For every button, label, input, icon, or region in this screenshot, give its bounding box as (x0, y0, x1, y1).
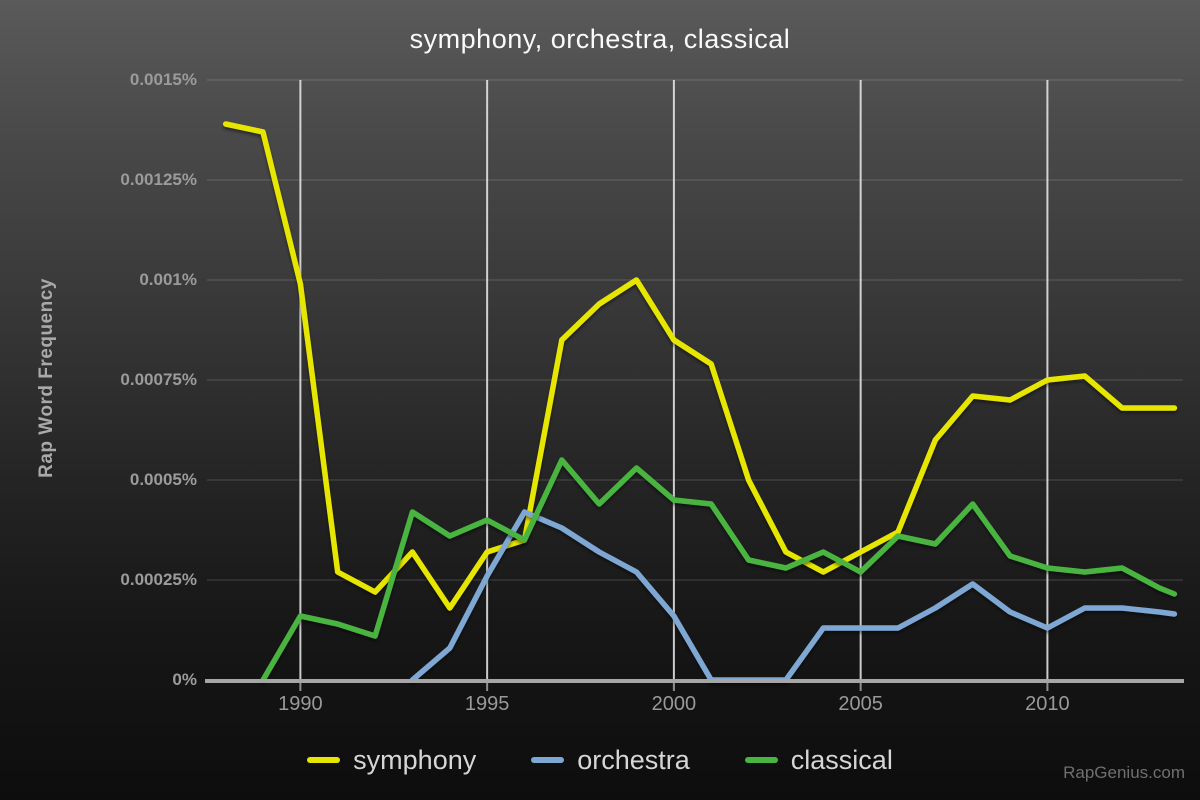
horizontal-gridlines (207, 79, 1183, 581)
legend-label-orchestra: orchestra (577, 744, 690, 775)
series-line-orchestra[interactable] (409, 509, 1178, 683)
x-axis (205, 679, 1184, 691)
watermark-link[interactable]: RapGenius.com (1063, 763, 1185, 782)
y-tick-label-0%: 0% (172, 670, 197, 689)
y-tick-label-0.0015%: 0.0015% (129, 70, 197, 89)
legend-item-classical[interactable]: classical (744, 744, 893, 776)
legend-swatch-classical (744, 757, 778, 763)
data-series-lines (222, 121, 1178, 683)
chart-title: symphony, orchestra, classical (409, 24, 791, 54)
legend-swatch-orchestra (531, 757, 565, 763)
chart-legend: symphony orchestra classical (0, 742, 1200, 778)
x-tick-label-1995: 1995 (464, 693, 510, 715)
y-tick-label-0.0005%: 0.0005% (129, 470, 197, 489)
x-tick-label-2005: 2005 (838, 693, 883, 715)
legend-label-symphony: symphony (353, 744, 477, 775)
x-tick-label-1990: 1990 (278, 693, 323, 715)
legend-swatch-symphony (307, 757, 341, 763)
y-tick-label-0.001%: 0.001% (139, 270, 197, 289)
legend-item-symphony[interactable]: symphony (307, 745, 476, 776)
y-tick-label-0.00025%: 0.00025% (120, 570, 197, 589)
series-line-symphony[interactable] (222, 121, 1178, 611)
series-line-classical[interactable] (260, 457, 1178, 683)
x-tick-label-2000: 2000 (651, 693, 697, 715)
x-tick-label-2010: 2010 (1025, 693, 1070, 715)
legend-item-orchestra[interactable]: orchestra (531, 745, 690, 776)
y-tick-label-0.00075%: 0.00075% (120, 370, 197, 389)
legend-label-classical: classical (790, 744, 893, 775)
y-tick-label-0.00125%: 0.00125% (120, 170, 197, 189)
